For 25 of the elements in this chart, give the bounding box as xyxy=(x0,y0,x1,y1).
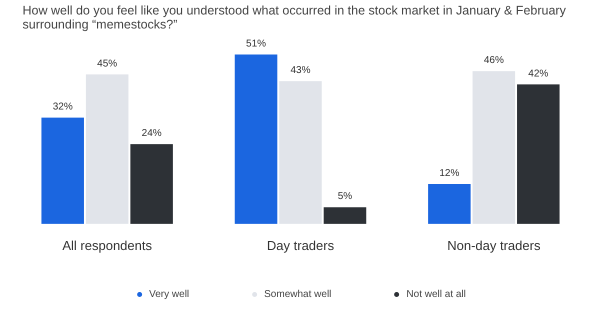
x-tick-label: Non-day traders xyxy=(447,238,541,253)
bar xyxy=(517,84,560,224)
data-label: 51% xyxy=(246,38,266,50)
data-label: 43% xyxy=(290,65,311,76)
bar xyxy=(472,71,516,224)
data-label: 32% xyxy=(52,102,73,113)
bar xyxy=(324,207,366,224)
data-label: 46% xyxy=(484,55,504,66)
data-label: 45% xyxy=(97,58,118,70)
x-tick-label: All respondents xyxy=(62,238,152,253)
legend-label: Somewhat well xyxy=(264,288,332,300)
data-label: 12% xyxy=(439,168,460,179)
bar xyxy=(130,144,173,224)
chart-title: How well do you feel like you understood what occurred in the stock market in January & February surrounding “memestocks?” xyxy=(22,4,567,32)
bar xyxy=(428,184,471,224)
data-label: 42% xyxy=(528,68,548,80)
data-label: 24% xyxy=(142,128,162,140)
bar xyxy=(234,54,278,224)
legend-label: Very well xyxy=(149,288,190,300)
legend-label: Not well at all xyxy=(406,288,466,300)
x-tick-label: Day traders xyxy=(266,238,335,253)
data-label: 5% xyxy=(338,191,352,202)
bar xyxy=(279,81,322,224)
bar xyxy=(41,118,84,224)
bar xyxy=(86,74,128,224)
